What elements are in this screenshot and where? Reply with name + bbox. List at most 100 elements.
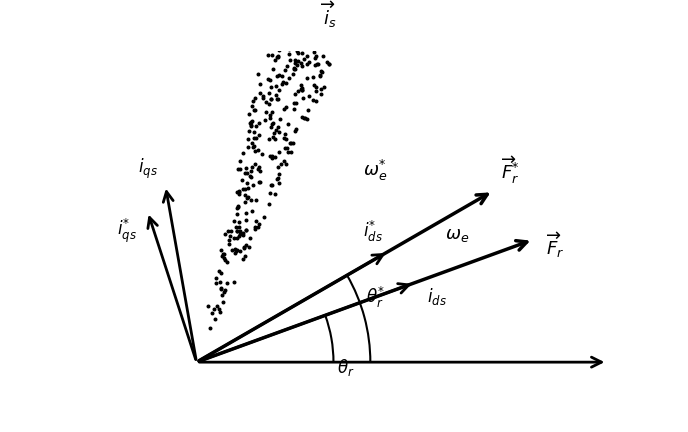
Point [285, 38, 296, 45]
Point [219, 257, 230, 264]
Point [304, 33, 315, 40]
Point [215, 284, 226, 291]
Point [319, 84, 330, 91]
Point [272, 123, 283, 130]
Point [296, 82, 307, 89]
Point [250, 223, 261, 230]
Point [241, 226, 252, 233]
Point [246, 102, 257, 109]
Point [273, 170, 284, 177]
Point [255, 89, 266, 96]
Point [301, 52, 312, 59]
Point [282, 121, 293, 127]
Point [290, 43, 301, 50]
Point [250, 122, 261, 129]
Point [272, 73, 283, 80]
Point [250, 218, 261, 225]
Point [264, 101, 275, 108]
Point [272, 24, 283, 31]
Point [292, 62, 303, 69]
Point [290, 65, 301, 72]
Point [292, 19, 303, 26]
Point [276, 160, 287, 167]
Point [272, 53, 283, 60]
Point [291, 48, 302, 54]
Point [310, 97, 321, 104]
Point [266, 16, 277, 23]
Point [249, 107, 260, 114]
Point [246, 119, 257, 126]
Point [266, 108, 277, 115]
Point [311, 61, 322, 68]
Point [277, 29, 288, 36]
Text: $\overrightarrow{F}_r^{*}$: $\overrightarrow{F}_r^{*}$ [501, 154, 519, 186]
Point [321, 59, 332, 66]
Point [292, 49, 303, 56]
Point [253, 119, 264, 126]
Point [310, 84, 321, 91]
Point [231, 210, 242, 217]
Point [332, 42, 343, 49]
Point [282, 148, 293, 155]
Point [214, 267, 225, 274]
Point [239, 252, 250, 259]
Point [244, 111, 255, 118]
Point [268, 133, 279, 140]
Point [290, 125, 301, 132]
Point [270, 82, 281, 89]
Point [284, 57, 295, 64]
Point [211, 274, 222, 281]
Point [242, 143, 253, 150]
Point [218, 251, 229, 257]
Point [264, 90, 275, 97]
Point [222, 227, 233, 234]
Point [245, 235, 256, 241]
Point [293, 88, 304, 95]
Point [270, 154, 281, 161]
Point [243, 136, 254, 143]
Point [292, 35, 303, 42]
Point [267, 182, 278, 189]
Point [257, 94, 268, 101]
Point [225, 233, 236, 240]
Point [233, 190, 244, 197]
Point [272, 35, 283, 42]
Point [242, 180, 253, 187]
Point [268, 130, 279, 137]
Point [273, 87, 284, 94]
Point [325, 41, 336, 48]
Point [269, 24, 280, 31]
Point [222, 280, 233, 286]
Point [263, 201, 274, 208]
Point [244, 127, 255, 134]
Point [264, 112, 275, 119]
Point [234, 187, 245, 194]
Point [312, 60, 323, 67]
Point [228, 278, 239, 285]
Point [299, 114, 310, 121]
Point [245, 120, 256, 127]
Point [283, 74, 294, 81]
Point [287, 70, 298, 77]
Point [277, 80, 288, 87]
Point [241, 195, 252, 202]
Text: $\overrightarrow{F}_r$: $\overrightarrow{F}_r$ [546, 230, 565, 260]
Point [241, 241, 252, 248]
Point [233, 166, 244, 173]
Point [259, 116, 270, 123]
Point [245, 123, 256, 130]
Point [230, 223, 241, 230]
Point [270, 136, 281, 143]
Point [274, 72, 285, 79]
Point [327, 34, 338, 41]
Point [264, 190, 275, 197]
Point [266, 120, 277, 127]
Point [218, 251, 229, 257]
Point [304, 93, 315, 100]
Point [281, 136, 292, 143]
Point [274, 20, 285, 27]
Point [290, 60, 301, 67]
Point [284, 140, 295, 147]
Point [237, 256, 248, 263]
Point [233, 202, 244, 209]
